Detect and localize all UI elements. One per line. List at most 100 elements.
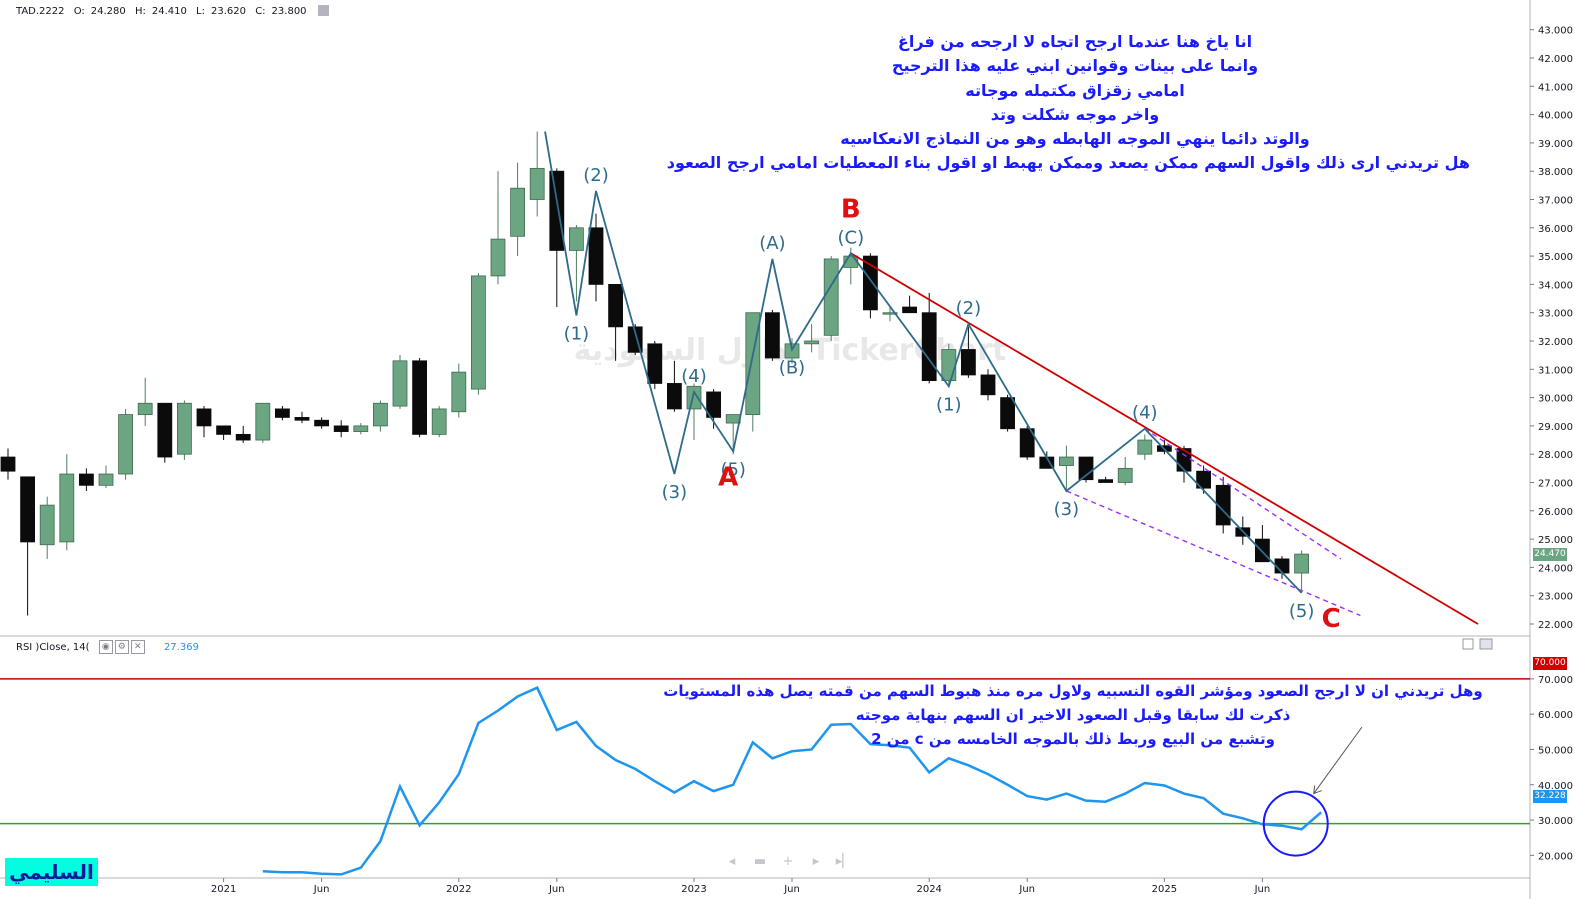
candle-down [961,349,976,376]
candle-up [39,504,55,546]
price-tick-label: 24.000 [1538,563,1573,574]
labels: (1)(2)(3)(4)(5)(A)(B)(C)(1)(2)(3)(4)(5)A… [564,165,1493,869]
time-tick-label: Jun [783,884,800,895]
gear-icon[interactable]: ⚙ [114,640,129,654]
time-tick-label: Jun [313,884,330,895]
price-tick-label: 43.000 [1538,26,1573,37]
major-wave-label: C [1322,604,1341,634]
rsi-value: 27.369 [163,642,199,653]
rsi-line [262,686,1323,876]
candle-down [157,402,173,458]
chart-nav-control: ◂ [729,854,736,869]
wave-label: (B) [779,357,805,378]
wave-label: (3) [1054,499,1080,520]
wave-label: (5) [720,459,746,480]
more-icon[interactable] [317,5,329,16]
candle-up [255,402,271,441]
price-tick-label: 32.000 [1538,337,1573,348]
major-wave-label: A [718,462,738,492]
trend-line [850,252,1479,625]
price-tick-label: 40.000 [1538,111,1573,122]
candle-up [510,187,526,237]
candle-up [59,473,75,543]
candle-down [1019,428,1035,458]
chart-nav-control: ▸ [813,854,820,869]
time-tick-label: Jun [548,884,565,895]
maximize-panel-icon [1462,638,1474,650]
price-tick-label: 31.000 [1538,365,1573,376]
price-tick-label: 28.000 [1538,450,1573,461]
candle-up [529,167,545,200]
candle-up [118,414,133,475]
candle-down [235,433,251,441]
candle-up [725,414,741,424]
candle-up [392,360,408,407]
candle-up [569,227,584,251]
overlays [544,131,1479,625]
ohlc-header: TAD.2222 O: 24.280 H: 24.410 L: 23.620 C: 23… [16,5,335,17]
time-tick-label: Jun [1254,884,1271,895]
arrow-head [1313,785,1322,795]
candle-down [902,306,917,314]
top-annotation: انا ياخ هنا عندما ارجح اتجاه لا ارجحه من… [666,30,1470,176]
candle-up [1294,553,1309,574]
candle-down [1196,470,1211,489]
candle-up [176,402,192,455]
time-tick-label: 2023 [681,884,706,895]
chart-nav-control: ▬ [754,854,766,869]
rsi-annotation: وهل تريدني ان لا ارجح الصعود ومؤشر القوه… [640,679,1506,751]
price-tick-label: 29.000 [1538,422,1573,433]
wave-label: (2) [956,298,982,319]
rsi-tick-label: 70.000 [1538,675,1573,686]
annotation-line: امامي زقزاق مكتمله موجاته [965,80,1185,100]
open-label: O: [73,5,85,17]
candle-up [353,425,369,432]
price-tick-label: 39.000 [1538,139,1573,150]
candle-up [1117,467,1133,483]
open-value: 24.280 [90,5,126,17]
eye-icon[interactable]: ◉ [98,640,113,654]
major-wave-label: B [841,194,861,224]
price-tick-label: 38.000 [1538,167,1573,178]
wave-label: (A) [759,233,785,254]
wave-label: (3) [662,482,688,503]
candle-up [98,473,114,486]
price-tick-label: 41.000 [1538,82,1573,93]
candle-down [0,456,16,472]
rsi-value-tag: 32.228 [1533,790,1567,803]
candle-down [333,425,349,432]
candle-up [882,312,898,315]
time-tick-label: Jun [1018,884,1035,895]
wave-label: (2) [583,165,609,186]
annotation-line: والوتد دائما ينهي الموجه الهابطه وهو من … [840,129,1310,149]
rsi-tick-label: 40.000 [1538,781,1573,792]
wedge-lower-line [1066,490,1361,617]
symbol: TAD.2222 [16,5,65,17]
panel-menu-icon [1479,638,1493,650]
annotation-line: هل تريدني ارى ذلك واقول السهم ممكن يصعد … [666,153,1470,173]
wave-label: (1) [936,394,962,415]
low-value: 23.620 [211,5,246,17]
candle-up [431,408,447,435]
rsi-tick-label: 50.000 [1538,745,1573,756]
rsi-tick-label: 30.000 [1538,816,1573,827]
candle-up [686,385,702,410]
candle-down [765,312,780,359]
price-tick-label: 25.000 [1538,535,1573,546]
close-icon[interactable]: ✕ [130,640,145,654]
candle-down [79,473,94,486]
price-tick-label: 27.000 [1538,479,1573,490]
price-tick-label: 42.000 [1538,54,1573,65]
candle-down [863,255,878,311]
candle-up [137,402,153,415]
rsi-controls: ◉ ⚙ ✕ [98,640,147,654]
candle-down [216,425,232,435]
time-tick-label: 2024 [916,884,941,895]
wave-label: (C) [837,227,864,248]
candle-down [274,408,290,418]
rsi-panel [0,678,1530,876]
annotation-line: ذكرت لك سابقا وقبل الصعود الاخير ان السه… [855,706,1291,724]
candle-down [1255,538,1270,563]
candle-up [1137,439,1153,455]
